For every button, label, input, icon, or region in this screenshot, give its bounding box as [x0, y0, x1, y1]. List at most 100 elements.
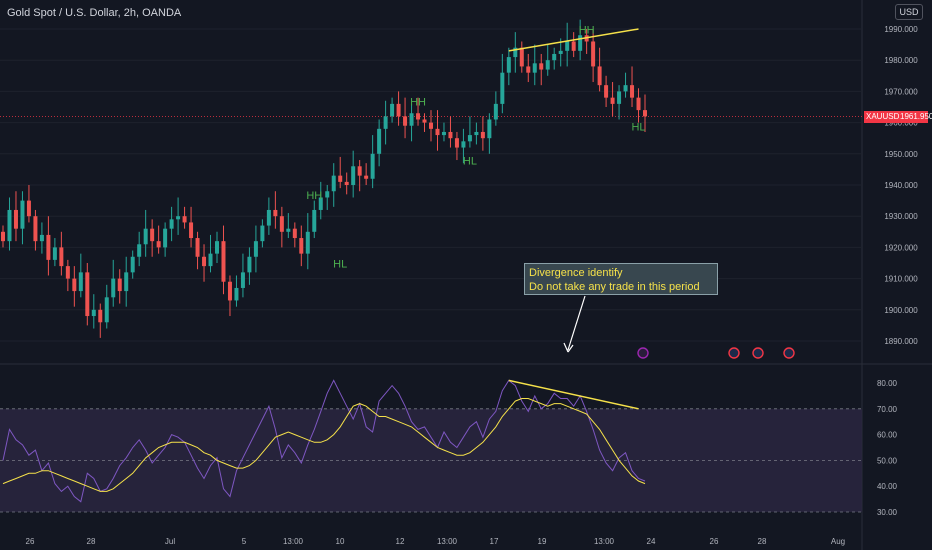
candle-body [513, 47, 518, 58]
candle-body [630, 85, 635, 98]
event-marker-icon [728, 347, 740, 359]
divergence-annotation: Divergence identify Do not take any trad… [524, 263, 718, 295]
x-tick-label: 26 [26, 537, 35, 546]
candle-body [240, 272, 245, 288]
candle-body [52, 247, 57, 260]
candle-body [150, 228, 155, 242]
candle-body [617, 91, 622, 104]
price-tick-label: 1940.000 [884, 181, 918, 190]
candle-body [117, 278, 122, 292]
candle-body [85, 272, 90, 317]
candle-body [227, 281, 232, 301]
candle-body [519, 47, 524, 67]
candle-body [610, 97, 615, 104]
candle-body [643, 110, 647, 117]
pattern-label: HH [410, 96, 426, 108]
candle-body [312, 209, 317, 232]
rsi-ma-line [2, 398, 646, 492]
candle-body [325, 191, 330, 198]
candle-body [305, 231, 310, 254]
candle-body [461, 141, 466, 148]
price-tag-symbol: XAUUSD [866, 112, 900, 121]
candle-body [72, 278, 77, 292]
price-tick-label: 1900.000 [884, 306, 918, 315]
candle-body [279, 216, 284, 232]
rsi-tick-label: 30.00 [877, 508, 898, 517]
candle-body [156, 241, 161, 248]
candle-body [545, 60, 550, 70]
x-tick-label: 28 [758, 537, 767, 546]
candle-body [78, 272, 83, 292]
candle-body [234, 287, 239, 301]
candle-body [124, 272, 129, 292]
price-tick-label: 1960.000 [884, 119, 918, 128]
x-tick-label: 24 [647, 537, 656, 546]
candle-body [208, 253, 213, 267]
candle-body [422, 119, 427, 123]
candle-body [299, 238, 304, 254]
candle-body [558, 50, 563, 54]
annotation-arrowhead [563, 342, 574, 353]
candle-body [260, 225, 265, 242]
price-tick-label: 1920.000 [884, 243, 918, 252]
candle-body [370, 153, 375, 179]
event-marker-icon [752, 347, 764, 359]
annotation-line-2: Do not take any trade in this period [529, 281, 700, 293]
candle-body [487, 119, 492, 139]
candle-body [454, 138, 459, 148]
candle-body [1, 231, 5, 242]
x-tick-label: 10 [336, 537, 345, 546]
candle-body [409, 113, 414, 126]
price-tick-label: 1890.000 [884, 337, 918, 346]
event-marker-icon [783, 347, 795, 359]
candle-body [137, 244, 142, 257]
candle-body [344, 181, 349, 185]
candle-body [377, 128, 382, 154]
currency-button[interactable]: USD [895, 4, 923, 20]
rsi-tick-label: 50.00 [877, 456, 898, 465]
candle-body [182, 216, 187, 223]
candle-body [429, 122, 433, 129]
candle-body [338, 175, 343, 182]
price-tag-value: 1961.950 [900, 112, 932, 121]
x-tick-label: 13:00 [594, 537, 615, 546]
candle-body [416, 113, 421, 120]
x-tick-label: 17 [490, 537, 499, 546]
candle-body [539, 63, 544, 70]
x-tick-label: 13:00 [437, 537, 458, 546]
last-price-tag: XAUUSD 1961.950 [864, 111, 932, 123]
candle-body [169, 219, 174, 229]
x-tick-label: 28 [87, 537, 96, 546]
candle-body [13, 209, 18, 229]
candle-body [266, 209, 271, 226]
x-tick-label: 13:00 [283, 537, 304, 546]
candle-body [273, 209, 278, 217]
symbol-title: Gold Spot / U.S. Dollar, 2h, OANDA [7, 7, 182, 19]
candle-body [26, 200, 31, 217]
pattern-label: HL [463, 156, 477, 168]
candle-body [253, 241, 258, 257]
candle-body [480, 131, 485, 139]
candle-body [65, 266, 70, 279]
candle-body [506, 57, 511, 73]
rsi-tick-label: 70.00 [877, 405, 898, 414]
price-tick-label: 1910.000 [884, 275, 918, 284]
candle-body [91, 309, 96, 317]
candle-body [98, 309, 103, 323]
x-tick-label: 12 [396, 537, 405, 546]
rsi-tick-label: 80.00 [877, 379, 898, 388]
candle-body [189, 222, 194, 239]
candle-body [163, 228, 168, 248]
candle-body [351, 166, 356, 185]
candle-body [383, 116, 388, 129]
candle-body [448, 131, 453, 139]
candle-body [33, 216, 38, 242]
candle-body [636, 97, 641, 111]
price-trendline [508, 28, 639, 52]
x-tick-label: 26 [710, 537, 719, 546]
annotation-arrow [567, 295, 586, 351]
candle-body [578, 35, 583, 51]
candle-body [247, 256, 252, 273]
candle-body [357, 166, 362, 176]
